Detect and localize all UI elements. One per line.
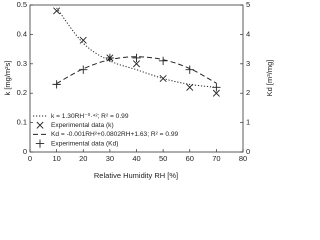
x-tick-label: 30 xyxy=(106,154,114,163)
y2-tick-label: 0 xyxy=(246,147,250,156)
data-point xyxy=(53,7,61,15)
data-point xyxy=(105,53,115,63)
y-tick-label: 0 xyxy=(23,147,27,156)
legend-symbol xyxy=(36,121,44,129)
chart: Relative Humidity RH [%] k [mg/m²s] Kd [… xyxy=(3,0,274,180)
y2-tick-label: 1 xyxy=(246,118,250,127)
legend-label: Kd = -0.001RH²+0.0802RH+1.63; R² = 0.99 xyxy=(51,131,179,138)
legend-label: k = 1.30RH⁻⁰·⁴²; R² = 0.99 xyxy=(51,112,129,120)
x-tick-label: 60 xyxy=(186,154,194,163)
y2-tick-label: 4 xyxy=(246,29,250,38)
y-tick-label: 0.3 xyxy=(17,59,27,68)
y2-tick-label: 2 xyxy=(246,88,250,97)
x-tick-label: 50 xyxy=(159,154,167,163)
data-point xyxy=(212,89,220,97)
y2-tick-label: 3 xyxy=(246,59,250,68)
legend-symbol xyxy=(35,139,45,148)
y-tick-label: 0.1 xyxy=(17,118,27,127)
x-tick-label: 0 xyxy=(28,154,32,163)
y2-tick-label: 5 xyxy=(246,0,250,9)
data-point xyxy=(185,65,194,74)
y2-axis-label: Kd [m³/mg] xyxy=(265,60,274,97)
data-point xyxy=(186,83,194,91)
data-point xyxy=(158,56,168,66)
data-point xyxy=(79,36,87,44)
y-tick-label: 0.4 xyxy=(17,29,27,38)
legend-label: Experimental data (Kd) xyxy=(51,140,118,147)
data-point xyxy=(79,65,88,74)
data-point xyxy=(132,53,141,63)
data-point xyxy=(212,83,221,92)
y-axis-label: k [mg/m²s] xyxy=(3,61,12,96)
x-tick-label: 20 xyxy=(79,154,87,163)
plot-frame xyxy=(29,4,244,153)
x-tick-label: 40 xyxy=(132,154,140,163)
y-tick-label: 0.2 xyxy=(17,88,27,97)
x-tick-label: 80 xyxy=(239,154,247,163)
legend-label: Experimental data (k) xyxy=(51,122,114,129)
data-point xyxy=(52,80,61,89)
x-axis-label: Relative Humidity RH [%] xyxy=(94,171,178,180)
data-point xyxy=(132,60,141,68)
data-point xyxy=(159,74,167,83)
fit-line xyxy=(56,7,217,88)
y-tick-label: 0.5 xyxy=(17,0,27,9)
x-tick-label: 70 xyxy=(212,154,220,163)
x-tick-label: 10 xyxy=(52,154,60,163)
